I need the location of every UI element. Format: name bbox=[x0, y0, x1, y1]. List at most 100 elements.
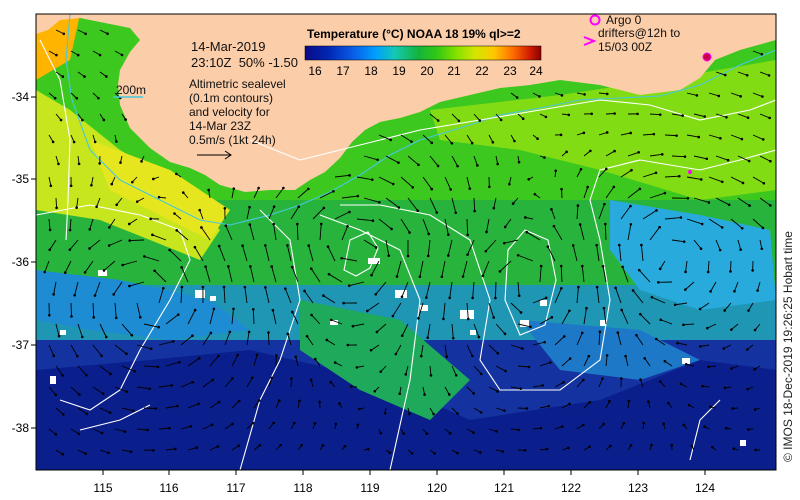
velocity-arrow-head bbox=[255, 353, 259, 357]
velocity-arrows bbox=[43, 29, 772, 456]
velocity-arrow-head bbox=[322, 294, 325, 297]
velocity-arrow-head bbox=[250, 376, 254, 380]
velocity-arrow bbox=[532, 297, 547, 304]
velocity-arrow-head bbox=[51, 140, 55, 144]
velocity-arrow-head bbox=[698, 307, 702, 311]
velocity-arrow bbox=[295, 356, 299, 367]
velocity-arrow-head bbox=[138, 315, 142, 319]
velocity-arrow-head bbox=[55, 53, 58, 57]
velocity-arrow-head bbox=[173, 447, 177, 451]
velocity-arrow bbox=[405, 365, 409, 375]
velocity-arrow-head bbox=[550, 208, 553, 211]
velocity-arrow-head bbox=[652, 132, 656, 136]
velocity-arrow-head bbox=[498, 270, 502, 273]
velocity-arrow-head bbox=[690, 444, 694, 448]
velocity-arrow bbox=[429, 197, 438, 213]
velocity-arrow bbox=[579, 224, 585, 241]
velocity-arrow-head bbox=[408, 412, 411, 416]
velocity-arrow bbox=[467, 239, 475, 255]
velocity-arrow bbox=[700, 344, 710, 347]
velocity-arrow bbox=[48, 176, 52, 186]
velocity-arrow-head bbox=[753, 328, 757, 332]
velocity-arrow bbox=[267, 332, 270, 346]
velocity-arrow-head bbox=[700, 222, 704, 226]
velocity-arrow bbox=[180, 335, 193, 346]
velocity-arrow-head bbox=[581, 423, 585, 427]
velocity-arrow bbox=[114, 50, 123, 56]
velocity-arrow-head bbox=[479, 372, 483, 376]
velocity-arrow bbox=[576, 205, 579, 220]
velocity-arrow bbox=[632, 290, 644, 304]
velocity-arrow bbox=[48, 218, 51, 230]
velocity-arrow bbox=[224, 378, 233, 388]
velocity-arrow-head bbox=[290, 377, 293, 380]
velocity-arrow-head bbox=[101, 392, 105, 395]
velocity-arrow-head bbox=[717, 94, 721, 98]
velocity-arrow-head bbox=[684, 362, 688, 366]
velocity-arrow-head bbox=[237, 444, 241, 448]
description-line: 14-Mar 23Z bbox=[189, 119, 252, 133]
velocity-arrow-head bbox=[427, 232, 431, 236]
velocity-arrow bbox=[472, 281, 475, 298]
velocity-arrow-head bbox=[48, 313, 51, 317]
velocity-arrow-head bbox=[107, 451, 110, 455]
velocity-arrow-head bbox=[603, 202, 606, 206]
velocity-arrow bbox=[55, 113, 62, 121]
velocity-arrow bbox=[671, 239, 685, 243]
velocity-arrow bbox=[334, 174, 350, 178]
velocity-arrow bbox=[576, 332, 583, 346]
axis-ticks bbox=[31, 96, 706, 475]
velocity-arrow-head bbox=[629, 443, 633, 447]
velocity-arrow bbox=[77, 155, 80, 164]
velocity-arrow-head bbox=[595, 285, 599, 289]
velocity-arrow bbox=[605, 113, 615, 115]
velocity-arrow-head bbox=[670, 443, 673, 447]
velocity-arrow bbox=[622, 266, 629, 283]
lon-label: 123 bbox=[628, 481, 648, 495]
velocity-arrow bbox=[306, 335, 314, 346]
velocity-arrow bbox=[693, 197, 710, 203]
velocity-arrow-head bbox=[699, 345, 702, 348]
velocity-arrow bbox=[737, 71, 748, 76]
velocity-arrow bbox=[308, 245, 314, 262]
velocity-arrow-head bbox=[356, 423, 360, 427]
velocity-arrow-head bbox=[180, 285, 184, 289]
velocity-arrow-head bbox=[191, 380, 194, 384]
velocity-arrow bbox=[444, 134, 453, 144]
velocity-arrow-head bbox=[310, 313, 313, 317]
velocity-arrow bbox=[715, 197, 730, 206]
velocity-arrow bbox=[473, 365, 482, 375]
velocity-arrow-head bbox=[156, 365, 160, 369]
velocity-arrow-head bbox=[726, 158, 730, 162]
velocity-arrow-head bbox=[211, 378, 215, 382]
map-date: 14-Mar-2019 bbox=[191, 39, 266, 54]
velocity-arrow bbox=[231, 188, 235, 199]
velocity-arrow-head bbox=[402, 432, 405, 435]
velocity-arrow bbox=[70, 344, 78, 357]
velocity-arrow bbox=[99, 29, 108, 35]
velocity-arrow-head bbox=[191, 334, 194, 338]
velocity-arrow-head bbox=[503, 409, 506, 412]
velocity-arrow-head bbox=[200, 226, 203, 229]
velocity-arrow-head bbox=[529, 325, 532, 329]
velocity-arrow bbox=[273, 224, 277, 241]
velocity-arrow-head bbox=[43, 270, 47, 274]
velocity-arrow-head bbox=[108, 226, 111, 229]
velocity-arrow bbox=[169, 249, 182, 262]
velocity-arrow-head bbox=[724, 426, 728, 430]
velocity-arrow bbox=[551, 209, 556, 220]
velocity-arrow-head bbox=[503, 225, 507, 229]
velocity-arrow bbox=[103, 260, 116, 271]
velocity-arrow bbox=[187, 403, 199, 409]
velocity-arrow-head bbox=[479, 411, 483, 414]
velocity-arrow bbox=[510, 428, 519, 431]
velocity-arrow-head bbox=[562, 381, 565, 384]
velocity-arrow-head bbox=[433, 452, 436, 455]
velocity-arrow-head bbox=[445, 355, 449, 359]
velocity-arrow bbox=[572, 245, 578, 262]
velocity-arrow-head bbox=[679, 382, 683, 386]
velocity-arrow bbox=[53, 281, 57, 295]
velocity-arrow-head bbox=[69, 184, 73, 188]
velocity-arrow bbox=[121, 365, 135, 372]
